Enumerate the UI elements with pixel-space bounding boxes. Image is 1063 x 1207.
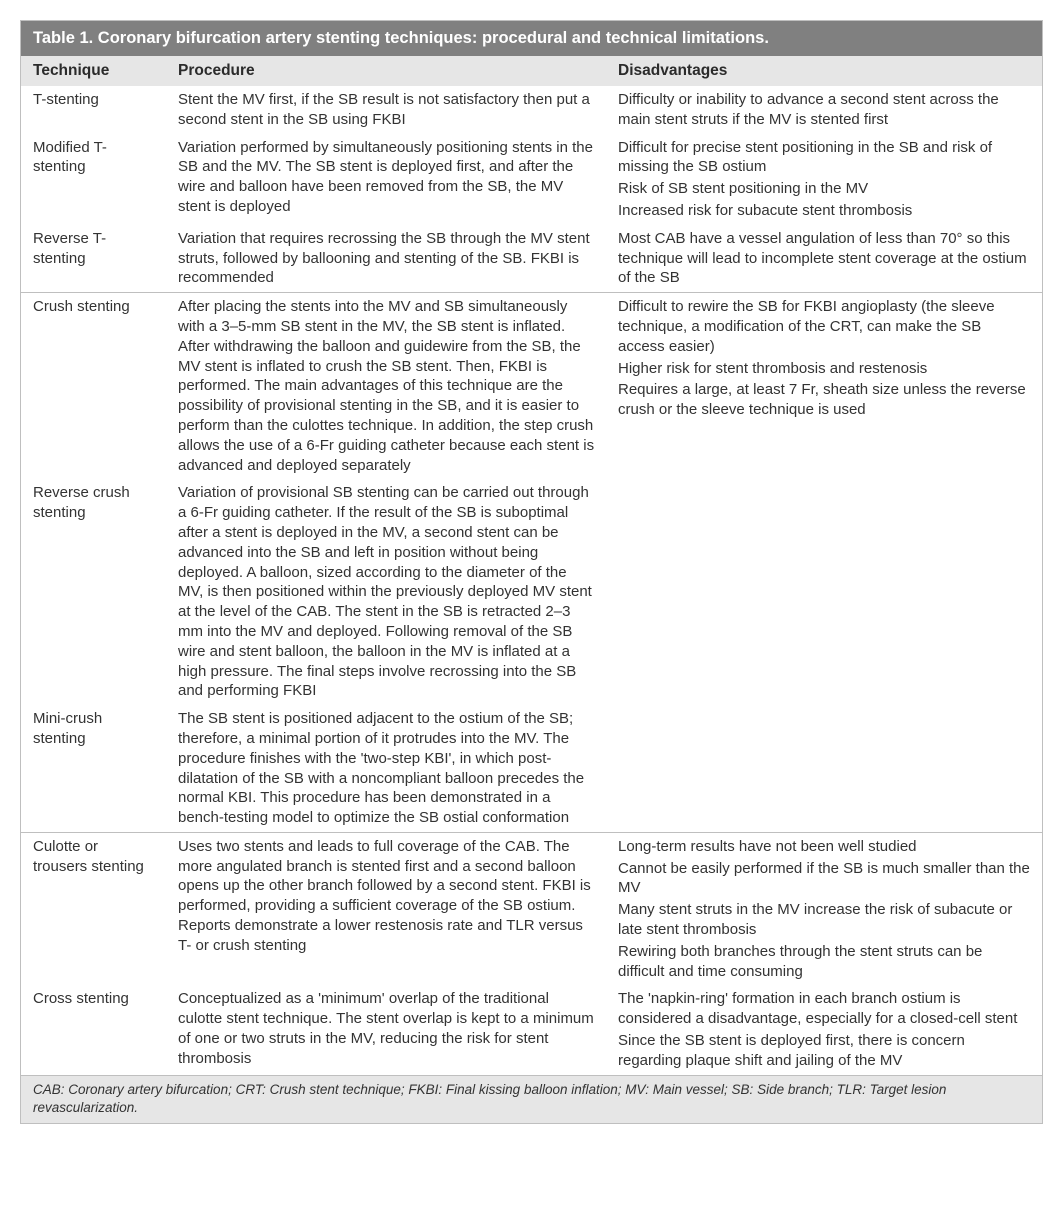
- disadvantage-item: Many stent struts in the MV increase the…: [618, 900, 1032, 940]
- cell-technique: T-stenting: [21, 86, 166, 134]
- disadvantage-item: The 'napkin-ring' formation in each bran…: [618, 989, 1032, 1029]
- cell-procedure: Stent the MV first, if the SB result is …: [166, 86, 606, 134]
- cell-technique: Modified T-stenting: [21, 134, 166, 225]
- disadvantage-item: Long-term results have not been well stu…: [618, 837, 1032, 857]
- disadvantage-item: Increased risk for subacute stent thromb…: [618, 201, 1032, 221]
- table-row: Reverse crush stentingVariation of provi…: [21, 479, 1042, 705]
- disadvantage-item: Difficulty or inability to advance a sec…: [618, 90, 1032, 130]
- cell-disadvantages: The 'napkin-ring' formation in each bran…: [606, 985, 1042, 1074]
- table-header-row: Technique Procedure Disadvantages: [21, 56, 1042, 86]
- disadvantage-item: Difficult to rewire the SB for FKBI angi…: [618, 297, 1032, 356]
- cell-procedure: Variation of provisional SB stenting can…: [166, 479, 606, 705]
- cell-disadvantages: Long-term results have not been well stu…: [606, 832, 1042, 985]
- table-row: Modified T-stentingVariation performed b…: [21, 134, 1042, 225]
- cell-technique: Crush stenting: [21, 293, 166, 480]
- cell-disadvantages: [606, 705, 1042, 832]
- stenting-techniques-table: Technique Procedure Disadvantages T-sten…: [21, 56, 1042, 1075]
- cell-technique: Reverse crush stenting: [21, 479, 166, 705]
- table-container: Table 1. Coronary bifurcation artery ste…: [20, 20, 1043, 1124]
- disadvantage-item: Cannot be easily performed if the SB is …: [618, 859, 1032, 899]
- cell-disadvantages: Difficult to rewire the SB for FKBI angi…: [606, 293, 1042, 480]
- cell-procedure: After placing the stents into the MV and…: [166, 293, 606, 480]
- table-body: T-stentingStent the MV first, if the SB …: [21, 86, 1042, 1075]
- col-procedure: Procedure: [166, 56, 606, 86]
- cell-technique: Cross stenting: [21, 985, 166, 1074]
- cell-disadvantages: Difficult for precise stent positioning …: [606, 134, 1042, 225]
- table-footnote: CAB: Coronary artery bifurcation; CRT: C…: [21, 1075, 1042, 1123]
- cell-technique: Culotte or trousers stenting: [21, 832, 166, 985]
- disadvantage-item: Most CAB have a vessel angulation of les…: [618, 229, 1032, 288]
- cell-procedure: Variation performed by simultaneously po…: [166, 134, 606, 225]
- cell-disadvantages: Most CAB have a vessel angulation of les…: [606, 225, 1042, 293]
- cell-procedure: The SB stent is positioned adjacent to t…: [166, 705, 606, 832]
- col-technique: Technique: [21, 56, 166, 86]
- cell-procedure: Conceptualized as a 'minimum' overlap of…: [166, 985, 606, 1074]
- cell-procedure: Uses two stents and leads to full covera…: [166, 832, 606, 985]
- disadvantage-item: Rewiring both branches through the stent…: [618, 942, 1032, 982]
- table-title: Table 1. Coronary bifurcation artery ste…: [21, 21, 1042, 56]
- disadvantage-item: Risk of SB stent positioning in the MV: [618, 179, 1032, 199]
- cell-technique: Mini-crush stenting: [21, 705, 166, 832]
- table-row: Cross stentingConceptualized as a 'minim…: [21, 985, 1042, 1074]
- disadvantage-item: Since the SB stent is deployed first, th…: [618, 1031, 1032, 1071]
- disadvantage-item: Higher risk for stent thrombosis and res…: [618, 359, 1032, 379]
- cell-technique: Reverse T-stenting: [21, 225, 166, 293]
- cell-disadvantages: [606, 479, 1042, 705]
- col-disadvantages: Disadvantages: [606, 56, 1042, 86]
- table-row: Culotte or trousers stentingUses two ste…: [21, 832, 1042, 985]
- table-row: T-stentingStent the MV first, if the SB …: [21, 86, 1042, 134]
- disadvantage-item: Difficult for precise stent positioning …: [618, 138, 1032, 178]
- cell-disadvantages: Difficulty or inability to advance a sec…: [606, 86, 1042, 134]
- cell-procedure: Variation that requires recrossing the S…: [166, 225, 606, 293]
- table-row: Crush stentingAfter placing the stents i…: [21, 293, 1042, 480]
- disadvantage-item: Requires a large, at least 7 Fr, sheath …: [618, 380, 1032, 420]
- table-row: Reverse T-stentingVariation that require…: [21, 225, 1042, 293]
- table-row: Mini-crush stentingThe SB stent is posit…: [21, 705, 1042, 832]
